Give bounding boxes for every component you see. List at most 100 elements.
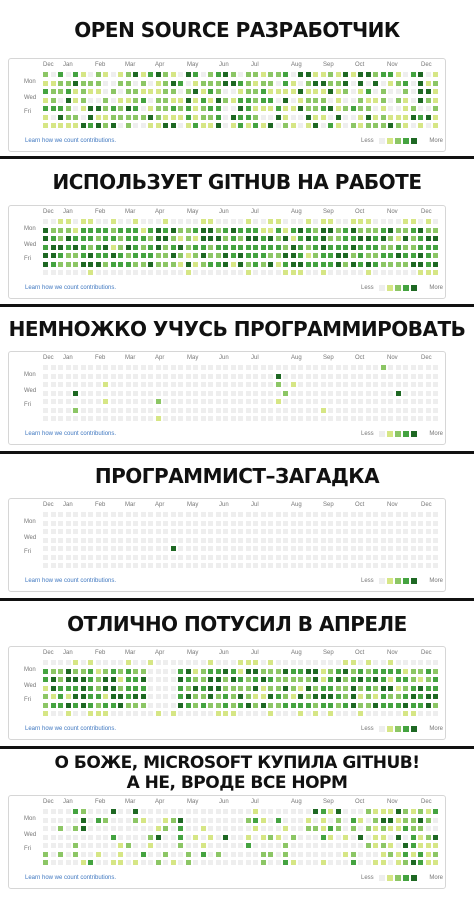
contribution-cell[interactable] xyxy=(185,399,191,404)
contribution-cell[interactable] xyxy=(418,529,423,534)
contribution-cell[interactable] xyxy=(178,563,183,568)
contribution-cell[interactable] xyxy=(118,694,123,699)
contribution-cell[interactable] xyxy=(208,826,213,831)
contribution-cell[interactable] xyxy=(125,843,131,848)
contribution-cell[interactable] xyxy=(193,843,198,848)
contribution-cell[interactable] xyxy=(95,407,101,413)
contribution-cell[interactable] xyxy=(290,512,296,517)
contribution-cell[interactable] xyxy=(245,685,251,691)
contribution-cell[interactable] xyxy=(185,702,191,708)
contribution-cell[interactable] xyxy=(58,244,63,250)
contribution-cell[interactable] xyxy=(73,236,78,241)
contribution-cell[interactable] xyxy=(73,123,78,128)
contribution-cell[interactable] xyxy=(305,373,311,379)
contribution-cell[interactable] xyxy=(388,826,393,831)
contribution-cell[interactable] xyxy=(110,253,116,258)
contribution-cell[interactable] xyxy=(170,546,176,551)
contribution-cell[interactable] xyxy=(73,834,78,840)
contribution-cell[interactable] xyxy=(245,702,251,708)
contribution-cell[interactable] xyxy=(125,851,131,857)
contribution-cell[interactable] xyxy=(163,843,168,848)
contribution-cell[interactable] xyxy=(73,520,78,526)
contribution-cell[interactable] xyxy=(133,236,138,241)
contribution-cell[interactable] xyxy=(178,512,183,517)
contribution-cell[interactable] xyxy=(193,416,198,421)
contribution-cell[interactable] xyxy=(313,72,318,77)
contribution-cell[interactable] xyxy=(410,365,416,370)
contribution-cell[interactable] xyxy=(298,711,303,716)
contribution-cell[interactable] xyxy=(185,72,191,77)
contribution-cell[interactable] xyxy=(125,685,131,691)
contribution-cell[interactable] xyxy=(215,711,221,716)
contribution-cell[interactable] xyxy=(118,677,123,682)
contribution-cell[interactable] xyxy=(290,97,296,103)
contribution-cell[interactable] xyxy=(73,702,78,708)
contribution-cell[interactable] xyxy=(185,809,191,814)
contribution-cell[interactable] xyxy=(268,685,273,691)
contribution-cell[interactable] xyxy=(133,261,138,267)
contribution-cell[interactable] xyxy=(118,261,123,267)
contribution-cell[interactable] xyxy=(373,554,378,560)
contribution-cell[interactable] xyxy=(88,382,93,387)
contribution-cell[interactable] xyxy=(425,554,431,560)
contribution-cell[interactable] xyxy=(380,826,386,831)
contribution-cell[interactable] xyxy=(133,554,138,560)
contribution-cell[interactable] xyxy=(43,407,48,413)
contribution-cell[interactable] xyxy=(245,253,251,258)
contribution-cell[interactable] xyxy=(95,537,101,543)
contribution-cell[interactable] xyxy=(313,407,318,413)
contribution-cell[interactable] xyxy=(358,809,363,814)
contribution-cell[interactable] xyxy=(253,685,258,691)
contribution-cell[interactable] xyxy=(178,520,183,526)
contribution-cell[interactable] xyxy=(388,114,393,120)
contribution-cell[interactable] xyxy=(305,563,311,568)
contribution-cell[interactable] xyxy=(283,834,288,840)
contribution-cell[interactable] xyxy=(290,702,296,708)
contribution-cell[interactable] xyxy=(305,416,311,421)
contribution-cell[interactable] xyxy=(118,270,123,275)
contribution-cell[interactable] xyxy=(148,826,153,831)
contribution-cell[interactable] xyxy=(200,399,206,404)
contribution-cell[interactable] xyxy=(395,711,401,716)
contribution-cell[interactable] xyxy=(365,80,371,86)
contribution-cell[interactable] xyxy=(358,89,363,94)
contribution-cell[interactable] xyxy=(230,520,236,526)
contribution-cell[interactable] xyxy=(350,685,356,691)
contribution-cell[interactable] xyxy=(50,834,56,840)
contribution-cell[interactable] xyxy=(140,809,146,814)
contribution-cell[interactable] xyxy=(133,685,138,691)
contribution-cell[interactable] xyxy=(343,270,348,275)
contribution-cell[interactable] xyxy=(283,390,288,396)
contribution-cell[interactable] xyxy=(335,546,341,551)
contribution-cell[interactable] xyxy=(253,227,258,233)
contribution-cell[interactable] xyxy=(403,563,408,568)
contribution-cell[interactable] xyxy=(395,80,401,86)
contribution-cell[interactable] xyxy=(328,390,333,396)
contribution-cell[interactable] xyxy=(358,668,363,674)
contribution-cell[interactable] xyxy=(275,563,281,568)
contribution-cell[interactable] xyxy=(313,390,318,396)
contribution-cell[interactable] xyxy=(133,563,138,568)
contribution-cell[interactable] xyxy=(163,407,168,413)
contribution-cell[interactable] xyxy=(110,407,116,413)
contribution-cell[interactable] xyxy=(88,809,93,814)
contribution-cell[interactable] xyxy=(328,106,333,111)
contribution-cell[interactable] xyxy=(328,72,333,77)
contribution-cell[interactable] xyxy=(65,236,71,241)
contribution-cell[interactable] xyxy=(65,97,71,103)
contribution-cell[interactable] xyxy=(103,520,108,526)
contribution-cell[interactable] xyxy=(290,72,296,77)
contribution-cell[interactable] xyxy=(80,270,86,275)
contribution-cell[interactable] xyxy=(335,106,341,111)
contribution-cell[interactable] xyxy=(410,244,416,250)
contribution-cell[interactable] xyxy=(328,512,333,517)
contribution-cell[interactable] xyxy=(65,407,71,413)
contribution-cell[interactable] xyxy=(43,860,48,865)
contribution-cell[interactable] xyxy=(388,382,393,387)
contribution-cell[interactable] xyxy=(230,860,236,865)
contribution-cell[interactable] xyxy=(50,219,56,224)
contribution-cell[interactable] xyxy=(335,809,341,814)
contribution-cell[interactable] xyxy=(335,390,341,396)
contribution-cell[interactable] xyxy=(200,685,206,691)
contribution-cell[interactable] xyxy=(268,851,273,857)
